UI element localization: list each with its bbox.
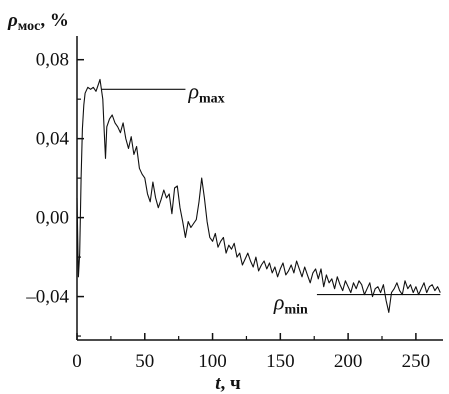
- x-tick-label: 100: [198, 351, 227, 372]
- y-axis-unit: , %: [40, 10, 69, 31]
- annotation-subscript: min: [284, 303, 308, 318]
- x-axis-symbol: t: [215, 373, 221, 394]
- y-axis-symbol: ρ: [7, 10, 18, 31]
- y-axis-label: ρмос, %: [7, 10, 69, 34]
- y-tick-label: –0,04: [25, 287, 69, 308]
- svg-text:t, ч: t, ч: [215, 373, 241, 394]
- annotation-label: ρmax: [187, 78, 224, 106]
- y-tick-label: 0,08: [36, 50, 69, 71]
- x-ticks: 0 50 100 150 200 250: [72, 333, 430, 372]
- y-ticks: –0,04 0,00 0,04 0,08: [25, 50, 84, 337]
- y-tick-label: 0,04: [36, 129, 70, 150]
- x-tick-label: 250: [402, 351, 431, 372]
- y-axis-subscript: мос: [18, 19, 41, 34]
- x-tick-label: 200: [334, 351, 363, 372]
- annotation-subscript: max: [199, 91, 225, 106]
- x-axis-unit: , ч: [221, 373, 242, 394]
- x-tick-label: 150: [266, 351, 295, 372]
- x-tick-label: 50: [135, 351, 154, 372]
- x-axis-label: t, ч: [215, 373, 241, 394]
- series-layer: [76, 78, 441, 313]
- x-tick-label: 0: [72, 351, 82, 372]
- y-tick-label: 0,00: [36, 208, 69, 229]
- annotation-label: ρmin: [273, 290, 308, 318]
- annotation-symbol: ρ: [187, 78, 199, 103]
- svg-text:ρмос, %: ρмос, %: [7, 10, 69, 34]
- annotation-symbol: ρ: [273, 290, 285, 315]
- series-line: [76, 78, 441, 313]
